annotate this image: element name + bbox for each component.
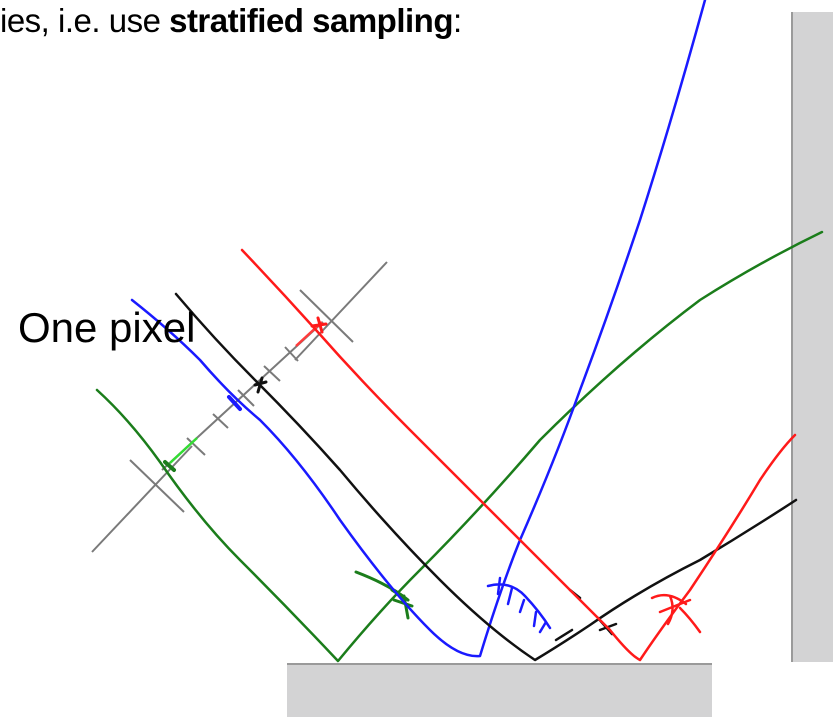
black-sample-mark [253, 376, 268, 394]
wall-surface [792, 12, 833, 662]
red-reflection-mark [650, 593, 702, 634]
caption-suffix: : [452, 2, 462, 39]
blue-sample-mark [227, 395, 242, 411]
green-stratum-segment [169, 437, 198, 464]
stratum-tick-4 [263, 365, 281, 382]
stratum-tick-1 [186, 437, 206, 456]
green-sample-mark [163, 460, 176, 472]
black-reflection-mark [554, 588, 618, 642]
blue-reflection-mark [486, 576, 552, 634]
green-ray [95, 230, 824, 663]
caption-text: ies, i.e. use stratified sampling: [0, 2, 462, 40]
caption-prefix: ies, i.e. use [0, 2, 170, 39]
red-ray [240, 248, 797, 662]
black-ray [174, 292, 798, 662]
blue-ray [130, 0, 707, 658]
pixel-boundary-marker-left-cross [129, 459, 185, 513]
pixel-boundary-marker-left [91, 445, 193, 553]
pixel-boundary-marker-right [294, 261, 388, 361]
stratum-tick-2 [212, 413, 229, 429]
red-sample-mark [310, 316, 328, 334]
pixel-label: One pixel [18, 304, 196, 351]
stratum-tick-3 [237, 389, 255, 407]
caption-emphasis: stratified sampling [169, 2, 453, 39]
pixel-boundary-marker-right-cross [299, 289, 354, 343]
stratum-tick-5 [284, 346, 299, 362]
floor-surface [287, 664, 712, 717]
